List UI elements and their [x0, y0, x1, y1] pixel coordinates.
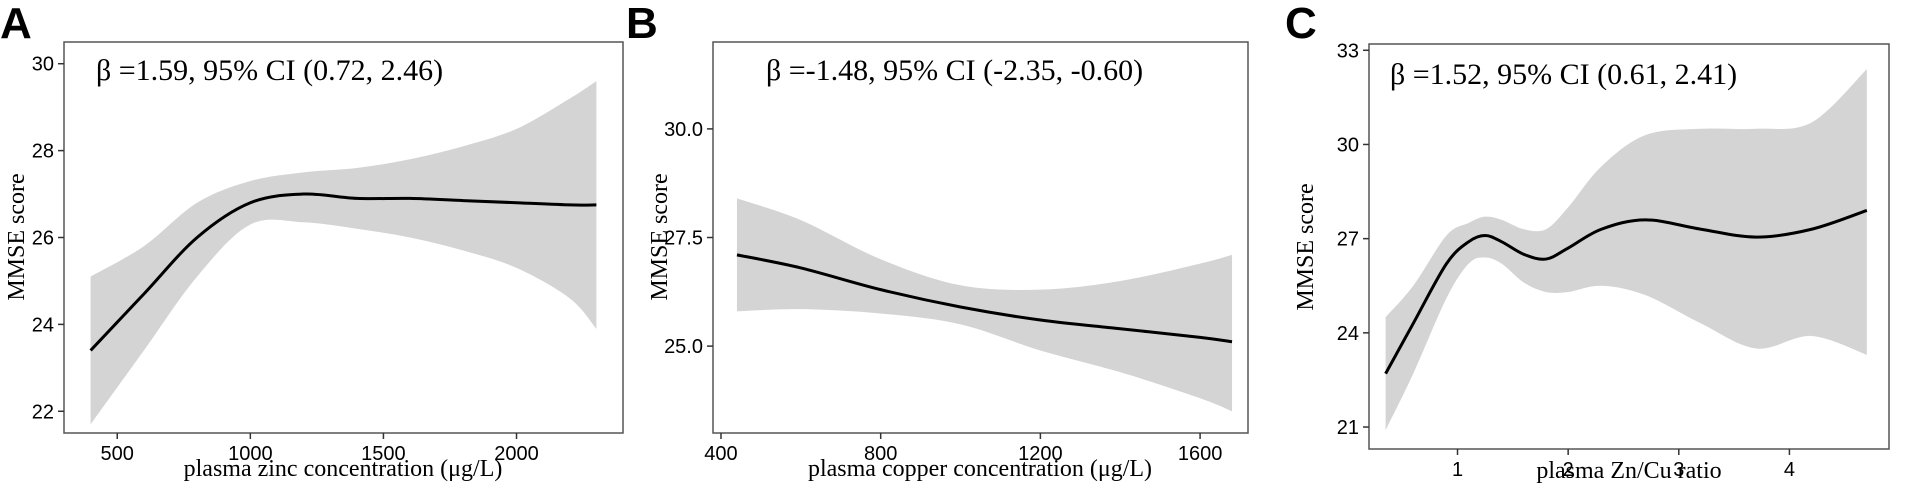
panel-a-x-tick-label: 500	[101, 443, 134, 465]
panel-b-y-axis-title: MMSE score	[647, 173, 673, 300]
panel-a-x-tick-label: 2000	[494, 443, 539, 465]
panel-c-letter: C	[1285, 0, 1317, 48]
panel-a-ci-band	[90, 81, 597, 425]
panel-a-y-tick-label: 30	[32, 54, 54, 76]
panel-a-fit-curve	[89, 192, 597, 352]
panel-b-confidence-band	[736, 198, 1233, 412]
panel-c-plot-area	[1368, 43, 1890, 450]
panel-b: B 400 800 1200 1600 25.0 27.5 30.0 β =-1.48, …	[626, 0, 1249, 482]
panel-a-x-tick-label: 1500	[361, 443, 406, 465]
panel-c-fit-line	[1384, 208, 1868, 375]
panel-c-y-tick-label: 30	[1337, 134, 1359, 156]
panel-c-x-tick-label: 4	[1784, 459, 1795, 481]
panel-b-y-tick-label: 30.0	[664, 119, 703, 141]
panel-c-ci-band	[1385, 69, 1867, 431]
panel-b-x-tick-label: 1200	[1018, 443, 1063, 465]
panel-c-x-axis-title: plasma Zn/Cu ratio	[1536, 458, 1721, 484]
panel-b-fit-line	[736, 253, 1233, 344]
panel-a-x-axis-title: plasma zinc concentration (μg/L)	[184, 456, 503, 482]
panel-b-y-axis: 25.0 27.5 30.0	[664, 119, 713, 358]
panel-a-y-tick-label: 24	[32, 314, 54, 336]
panel-c-y-tick-label: 21	[1337, 417, 1359, 439]
panel-b-annotation: β =-1.48, 95% CI (-2.35, -0.60)	[766, 54, 1143, 87]
panel-c-y-tick-label: 27	[1337, 229, 1359, 251]
panel-b-x-axis: 400 800 1200 1600	[704, 433, 1222, 465]
panel-b-fit-curve	[736, 253, 1233, 344]
panel-b-ci-band	[736, 198, 1233, 412]
panel-b-y-tick-label: 27.5	[664, 228, 703, 250]
panel-b-letter: B	[626, 0, 658, 48]
panel-a-letter: A	[0, 0, 32, 48]
panel-c-x-tick-label: 2	[1563, 459, 1574, 481]
panel-a-y-axis-title: MMSE score	[4, 173, 30, 300]
panel-a-confidence-band	[90, 81, 597, 425]
panel-a-annotation: β =1.59, 95% CI (0.72, 2.46)	[96, 54, 443, 87]
panel-b-x-tick-label: 400	[704, 443, 737, 465]
panel-c: C 1 2 3 4 21 24 27 30 33 β =1.52, 95% CI (0.61,…	[1285, 0, 1890, 484]
panel-c-x-axis: 1 2 3 4	[1452, 449, 1795, 481]
panel-a-y-axis: 22 24 26 28 30	[32, 54, 64, 423]
panel-c-confidence-band	[1385, 69, 1867, 431]
panel-b-x-tick-label: 800	[864, 443, 897, 465]
panel-a-x-tick-label: 1000	[228, 443, 273, 465]
panel-c-y-axis: 21 24 27 30 33	[1337, 40, 1369, 439]
panel-c-x-tick-label: 3	[1673, 459, 1684, 481]
panel-c-annotation: β =1.52, 95% CI (0.61, 2.41)	[1390, 58, 1737, 91]
panel-c-y-tick-label: 24	[1337, 323, 1359, 345]
panel-c-y-tick-label: 33	[1337, 40, 1359, 62]
panel-b-y-tick-label: 25.0	[664, 336, 703, 358]
panel-a-x-axis: 500 1000 1500 2000	[101, 433, 539, 465]
panel-c-x-tick-label: 1	[1452, 459, 1463, 481]
panel-a-y-tick-label: 28	[32, 141, 54, 163]
panel-b-x-tick-label: 1600	[1178, 443, 1223, 465]
panel-b-x-axis-title: plasma copper concentration (μg/L)	[808, 456, 1152, 482]
panel-a-y-tick-label: 22	[32, 401, 54, 423]
panel-c-y-axis-title: MMSE score	[1293, 183, 1319, 310]
panel-a-fit-line	[89, 192, 597, 352]
panel-a: A 500 1000 1500 2000 22 24 26 28 30 β =1.59, 95…	[0, 0, 624, 482]
panel-a-y-tick-label: 26	[32, 228, 54, 250]
panel-c-fit-curve	[1384, 208, 1868, 375]
